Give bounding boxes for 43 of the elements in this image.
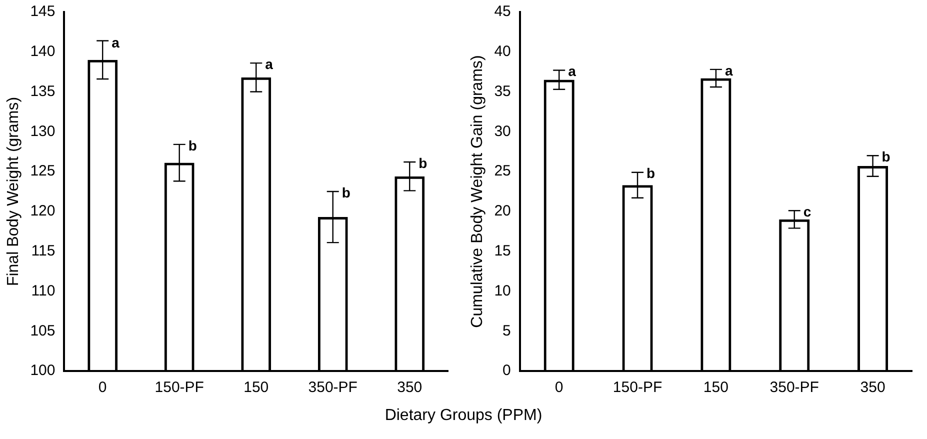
y-tick-label: 120	[30, 202, 56, 220]
y-tick-label: 10	[494, 282, 511, 300]
y-tick-label: 140	[30, 43, 56, 60]
x-tick-label: 0	[98, 379, 107, 396]
y-tick-label: 145	[30, 3, 56, 20]
x-tick-label: 350-PF	[308, 379, 358, 396]
y-axis-title: Final Body Weight (grams)	[5, 96, 22, 286]
y-tick-label: 40	[494, 43, 511, 60]
x-tick-label: 150	[244, 379, 269, 396]
y-tick-label: 30	[494, 122, 511, 140]
y-axis-title: Cumulative Body Weight Gain (grams)	[469, 55, 486, 328]
x-axis-title: Dietary Groups (PPM)	[384, 407, 544, 425]
annotation: b	[342, 184, 350, 200]
annotation: c	[803, 204, 812, 220]
y-tick-label: 105	[30, 322, 56, 340]
x-tick-label: 150-PF	[154, 379, 204, 396]
y-tick-label: 130	[30, 122, 56, 140]
x-tick-label: 350	[397, 379, 422, 396]
x-tick-label: 350	[860, 379, 886, 396]
y-tick-label: 15	[494, 242, 511, 260]
y-tick-label: 35	[494, 82, 511, 100]
y-tick-label: 0	[502, 362, 511, 380]
x-tick-label: 150-PF	[612, 379, 662, 396]
x-tick-label: 150	[703, 379, 728, 396]
y-tick-label: 125	[30, 162, 56, 180]
annotation: b	[418, 154, 428, 171]
annotation: a	[265, 56, 274, 72]
x-tick-label: 350-PF	[770, 379, 819, 396]
y-tick-label: 100	[30, 362, 56, 380]
y-tick-label: 45	[494, 3, 511, 20]
y-tick-label: 25	[494, 162, 511, 180]
annotation: b	[882, 148, 890, 164]
y-tick-label: 110	[31, 282, 56, 300]
y-tick-label: 115	[31, 242, 56, 260]
annotation: a	[568, 63, 576, 80]
annotation: b	[646, 165, 656, 182]
x-tick-label: 0	[554, 379, 564, 396]
annotation: a	[112, 34, 120, 50]
y-tick-label: 20	[494, 202, 511, 220]
y-tick-label: 135	[30, 82, 56, 100]
annotation: a	[724, 62, 733, 78]
annotation: b	[188, 137, 197, 154]
y-tick-label: 5	[502, 322, 511, 340]
